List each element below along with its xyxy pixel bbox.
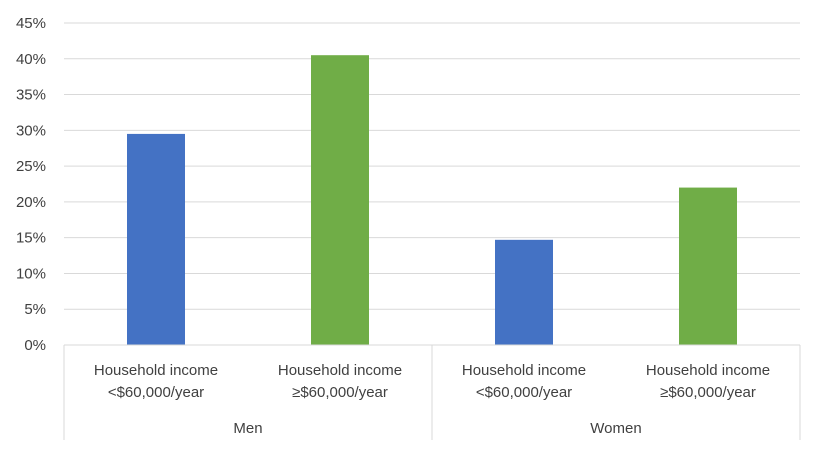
y-axis-tick-labels: 0% 5% 10% 15% 20% 25% 30% 35% 40% 45% [16, 15, 46, 354]
y-tick-label: 15% [16, 230, 46, 247]
category-label-line2: <$60,000/year [108, 384, 204, 401]
y-tick-label: 35% [16, 87, 46, 104]
y-tick-label: 5% [24, 301, 46, 318]
x-axis [63, 344, 801, 440]
category-label-line1: Household income [646, 362, 770, 379]
category-labels: Household income <$60,000/year Household i… [94, 362, 770, 401]
category-label-line1: Household income [462, 362, 586, 379]
gridlines [64, 22, 800, 310]
category-label-line1: Household income [94, 362, 218, 379]
group-labels: Men Women [233, 420, 641, 437]
bar [311, 55, 369, 345]
category-label-line2: <$60,000/year [476, 384, 572, 401]
category-label-line2: ≥$60,000/year [660, 384, 756, 401]
bar [127, 133, 185, 345]
y-tick-label: 30% [16, 122, 46, 139]
group-label: Men [233, 420, 262, 437]
y-tick-label: 10% [16, 265, 46, 282]
y-tick-label: 25% [16, 158, 46, 175]
bars [127, 55, 737, 345]
category-label-line2: ≥$60,000/year [292, 384, 388, 401]
group-label: Women [590, 420, 641, 437]
y-tick-label: 45% [16, 15, 46, 32]
category-label-line1: Household income [278, 362, 402, 379]
bar [495, 239, 553, 345]
y-tick-label: 40% [16, 51, 46, 68]
bar [679, 187, 737, 345]
y-tick-label: 0% [24, 337, 46, 354]
y-tick-label: 20% [16, 194, 46, 211]
